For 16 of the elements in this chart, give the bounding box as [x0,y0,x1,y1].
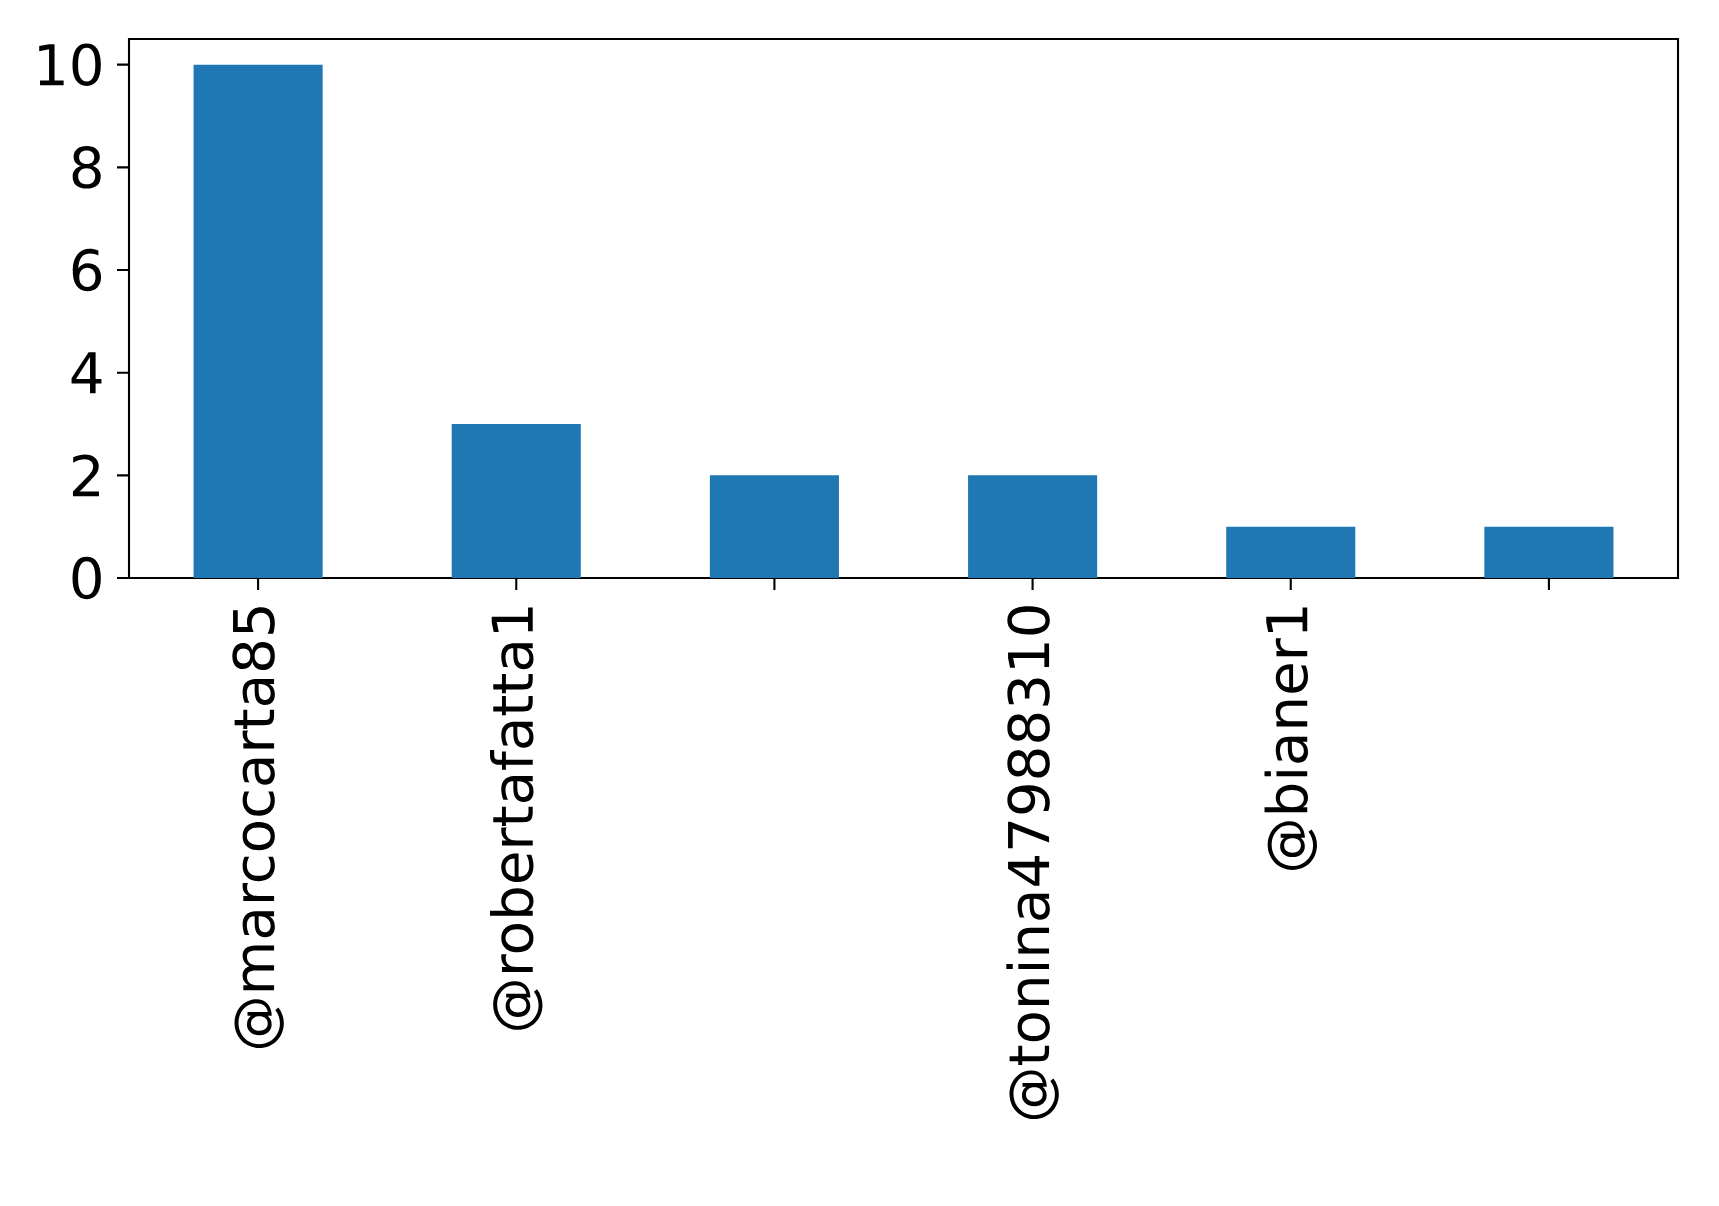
y-tick-label: 6 [72,248,102,292]
y-tick-label: 0 [72,556,101,600]
y-tick-label: 10 [39,43,101,86]
x-tick-label: @tonina47988310 [1006,606,1059,1120]
bar [709,475,839,579]
bar [193,64,323,579]
bar [1484,526,1614,579]
bar [968,475,1098,579]
y-tick-label: 2 [72,454,99,497]
y-tick-label: 8 [72,146,101,189]
x-tick-label: @bianer1 [1264,607,1317,870]
bar [1226,526,1356,579]
x-tick-label: @marcocarta85 [232,607,284,1048]
bar [451,424,581,579]
y-tick-label: 4 [71,352,102,394]
x-tick-label: @robertafatta1 [490,607,543,1030]
